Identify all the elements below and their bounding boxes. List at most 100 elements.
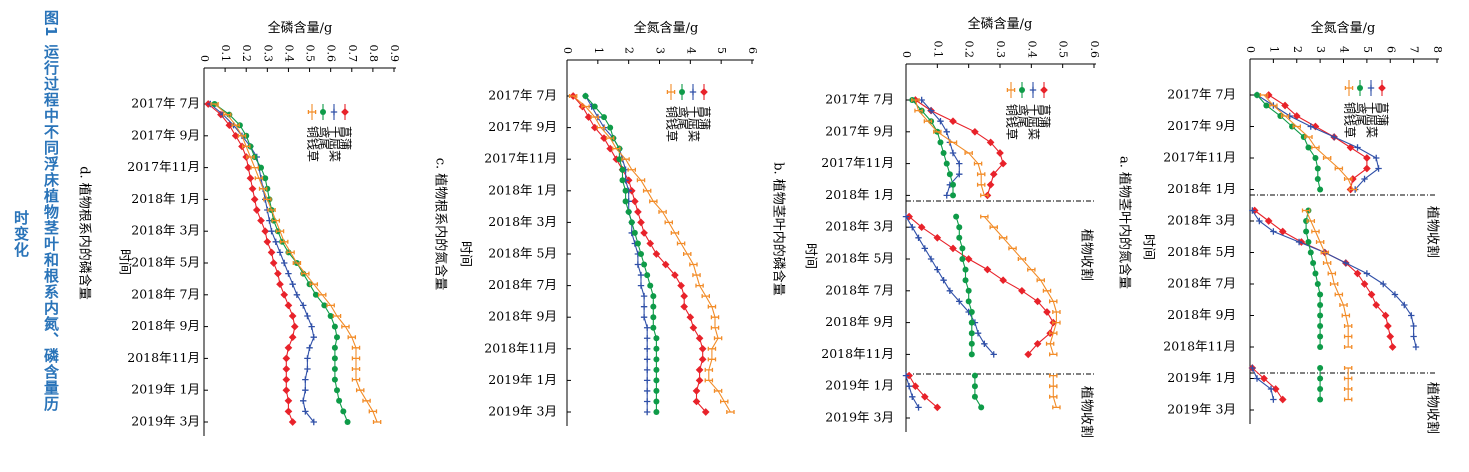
data-point: [607, 124, 614, 131]
data-point: [590, 115, 599, 120]
data-point: [347, 335, 357, 340]
time-tick-label: 2018年 7月: [131, 286, 200, 301]
data-point: [643, 366, 651, 374]
data-point: [351, 345, 361, 350]
data-point: [949, 117, 957, 126]
data-point: [643, 408, 651, 416]
data-point: [1322, 156, 1332, 160]
time-tick-label: 2018年 1月: [825, 187, 894, 202]
data-point: [943, 160, 950, 167]
data-point: [692, 387, 701, 395]
data-point: [980, 193, 989, 198]
data-point: [1263, 102, 1270, 109]
data-point: [933, 233, 942, 242]
data-point: [1410, 322, 1417, 330]
data-point: [334, 334, 340, 341]
data-point: [989, 170, 998, 179]
data-point: [372, 420, 382, 424]
data-point: [640, 314, 648, 321]
data-point: [248, 184, 257, 193]
data-point: [650, 324, 657, 331]
data-point: [302, 408, 309, 415]
legend-item: 铜钱草: [665, 84, 680, 142]
data-point: [1343, 345, 1353, 349]
data-point: [653, 366, 660, 373]
data-point: [1354, 144, 1361, 151]
data-point: [1391, 291, 1399, 298]
chart-panel-c: 0 1 2 3 4 5 6 全氮含量/g 2017年 7月 2017年 9月 2017年11月 201…: [433, 20, 759, 426]
data-point: [642, 188, 652, 193]
series-line: [1263, 94, 1354, 190]
data-point: [933, 129, 942, 134]
data-point: [937, 139, 944, 146]
legend-label: 铜钱草: [1343, 102, 1358, 138]
data-point: [914, 108, 923, 113]
data-point: [990, 351, 997, 358]
data-point: [1249, 207, 1256, 214]
data-point: [631, 229, 638, 236]
legend-item: 鸢尾: [317, 104, 331, 150]
time-tick-label: 2018年11月: [127, 350, 200, 365]
data-point: [289, 281, 296, 288]
value-tick-label: 0: [561, 47, 574, 54]
data-point: [1384, 322, 1392, 330]
data-point: [643, 387, 651, 395]
data-point: [1317, 375, 1324, 382]
data-point: [956, 160, 963, 167]
data-point: [1036, 278, 1045, 283]
data-point: [664, 220, 673, 225]
legend-label: 千屈菜: [687, 106, 701, 142]
chart-panel-d: 0 0.1 0.2 0.3 0.4 0.5 0.6 0.7 0.8 0.9 全磷含量/g 2017年 …: [77, 20, 401, 436]
series-dash: [1259, 93, 1358, 402]
data-point: [643, 345, 651, 352]
data-point: [976, 172, 986, 177]
time-tick-label: 2018年 9月: [131, 318, 200, 333]
data-point: [1049, 394, 1058, 399]
data-point: [300, 397, 307, 404]
series-line: [1268, 94, 1368, 190]
legend-item: 千屈菜: [1027, 82, 1041, 140]
legend-label: 菖蒲: [339, 126, 353, 150]
data-point: [713, 336, 723, 341]
data-point: [1363, 154, 1371, 162]
data-point: [591, 103, 598, 110]
value-tick-label: 0.9: [388, 45, 401, 63]
data-point: [288, 312, 297, 320]
data-point: [971, 127, 979, 136]
time-tick-label: 2017年11月: [1163, 150, 1236, 165]
data-point: [1317, 333, 1324, 340]
series-line: [983, 216, 1057, 355]
data-point: [692, 397, 701, 406]
data-point: [631, 197, 639, 206]
legend-item: 菖蒲: [1038, 82, 1052, 128]
data-point: [625, 208, 632, 215]
time-tick-label: 2017年 7月: [1167, 87, 1236, 102]
value-axis-title: 全氮含量/g: [1311, 20, 1376, 36]
legend-label: 千屈菜: [1027, 104, 1041, 140]
data-point: [1305, 144, 1312, 151]
data-point: [1292, 124, 1301, 129]
data-point: [965, 298, 972, 305]
data-point: [680, 302, 688, 311]
data-point: [911, 382, 920, 391]
data-point: [246, 174, 255, 183]
data-point: [261, 227, 270, 236]
data-point: [978, 404, 985, 411]
time-tick-label: 2019年 1月: [131, 382, 200, 397]
data-point: [704, 367, 714, 372]
time-tick-label: 2019年 1月: [825, 378, 894, 393]
series-line: [914, 99, 985, 196]
value-axis-title: 全氮含量/g: [634, 20, 699, 36]
data-point: [1363, 270, 1371, 277]
data-point: [1314, 281, 1321, 287]
data-point: [953, 213, 960, 220]
data-point: [351, 377, 361, 382]
series-line: [1052, 375, 1057, 408]
data-point: [304, 365, 311, 373]
data-point: [621, 157, 630, 162]
data-point: [653, 398, 660, 405]
data-point: [1334, 292, 1344, 297]
time-tick-label: 2018年 7月: [488, 277, 557, 292]
